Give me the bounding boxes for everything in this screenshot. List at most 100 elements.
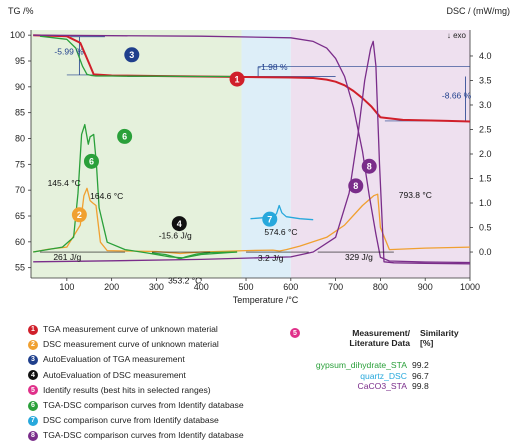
legend-item: 6 TGA-DSC comparison curves from Identify… <box>28 398 244 413</box>
region-band-1 <box>241 30 291 278</box>
y-left-tick-label: 65 <box>15 211 25 221</box>
thermal-analysis-chart: 100 200 300 400 500 600 700 800 900 1000 55 60 65 70 7… <box>8 6 511 305</box>
legend-label: DSC comparison curve from Identify datab… <box>43 415 219 426</box>
similarity-head-left: Measurement/ Literature Data <box>349 328 410 348</box>
annotation-label: 3.2 J/g <box>258 253 284 263</box>
y-right-tick-label: 2.5 <box>479 124 492 134</box>
similarity-value: 99.8 <box>412 381 429 391</box>
marker-badge-label: 8 <box>367 161 372 171</box>
marker-badge-label: 4 <box>177 219 182 229</box>
y-left-tick-label: 95 <box>15 56 25 66</box>
marker-badge-icon <box>117 128 133 144</box>
legend-item: 1 TGA measurement curve of unknown materi… <box>28 322 244 337</box>
x-axis-label: Temperature /°C <box>233 295 299 305</box>
y-right-tick-label: 0.5 <box>479 223 492 233</box>
legend-badge-icon: 3 <box>28 354 38 365</box>
legend-item: 5 Identify results (best hits in selected… <box>28 383 244 398</box>
x-tick-label: 800 <box>373 282 388 292</box>
y-right-tick-label: 2.0 <box>479 149 492 159</box>
annotation-label: 574.6 °C <box>264 227 297 237</box>
y-left-tick-label: 80 <box>15 134 25 144</box>
y-right-label: DSC / (mW/mg) <box>447 6 511 16</box>
legend-label: DSC measurement curve of unknown materia… <box>43 339 219 350</box>
x-tick-label: 900 <box>418 282 433 292</box>
legend-badge-icon: 2 <box>28 339 38 350</box>
y-right-tick-label: 4.0 <box>479 51 492 61</box>
legend-item: 8 TGA-DSC comparison curves from Identify… <box>28 428 244 443</box>
legend-badge-icon: 6 <box>28 400 38 411</box>
legend-label: TGA measurement curve of unknown materia… <box>43 324 218 335</box>
similarity-name: quartz_DSC <box>360 370 407 381</box>
y-right-tick-label: 3.0 <box>479 100 492 110</box>
y-left-tick-label: 70 <box>15 185 25 195</box>
series-TGA <box>33 34 471 123</box>
series-DSC-DB <box>33 123 238 259</box>
legend-label: TGA-DSC comparison curves from Identify … <box>43 430 244 441</box>
marker-badge-label: 3 <box>129 50 134 60</box>
legend-label: AutoEvaluation of DSC measurement <box>43 369 186 380</box>
series-CaCO3_TGA <box>33 34 471 264</box>
legend-label: TGA-DSC comparison curves from Identify … <box>43 400 244 411</box>
series-TGA-DB <box>39 35 238 78</box>
legend-badge-icon: 8 <box>28 430 38 441</box>
region-band-2 <box>290 30 470 278</box>
annotation-label: 164.6 °C <box>90 191 123 201</box>
y-left-tick-label: 75 <box>15 159 25 169</box>
y-left-tick-label: 55 <box>15 263 25 273</box>
marker-badge-icon <box>361 158 377 174</box>
marker-badge-icon <box>262 211 278 227</box>
annotation-label: 261 J/g <box>53 252 81 262</box>
marker-badge-icon <box>83 153 99 169</box>
marker-badge-label: 7 <box>267 214 272 224</box>
annotation-label: 329 J/g <box>345 252 373 262</box>
marker-badge-label: 2 <box>77 210 82 220</box>
x-tick-label: 300 <box>149 282 164 292</box>
y-right-tick-label: 1.5 <box>479 174 492 184</box>
similarity-value: 99.2 <box>412 360 429 370</box>
x-tick-label: 100 <box>59 282 74 292</box>
y-left-tick-label: 100 <box>10 30 25 40</box>
marker-badge-icon <box>71 207 87 223</box>
marker-badge-icon <box>124 47 140 63</box>
marker-badge-label: 1 <box>235 74 240 84</box>
marker-badge-label: 6 <box>89 157 94 167</box>
legend-badge-icon: 1 <box>28 324 38 335</box>
annotation-label: -8.66 % <box>442 91 472 101</box>
y-left-label: TG /% <box>8 6 34 16</box>
similarity-row: quartz_DSC 96.7 <box>290 371 480 382</box>
y-right-tick-label: 1.0 <box>479 198 492 208</box>
x-tick-label: 400 <box>194 282 209 292</box>
region-band-0 <box>31 30 242 278</box>
series-CaCO3_DSC <box>33 40 471 265</box>
y-left-tick-label: 60 <box>15 237 25 247</box>
chart-legend: 1 TGA measurement curve of unknown materi… <box>28 322 244 444</box>
legend-label: AutoEvaluation of TGA measurement <box>43 354 185 365</box>
annotation-label: -15.6 J/g <box>159 230 192 240</box>
similarity-row: gypsum_dihydrate_STA 99.2 <box>290 360 480 371</box>
legend-label: Identify results (best hits in selected … <box>43 384 211 395</box>
identify-badge-icon: 5 <box>290 328 300 338</box>
similarity-row: CaCO3_STA 99.8 <box>290 381 480 392</box>
annotation-label: -5.99 % <box>54 46 84 56</box>
similarity-name: CaCO3_STA <box>357 381 407 391</box>
legend-item: 7 DSC comparison curve from Identify data… <box>28 413 244 428</box>
y-left-tick-label: 90 <box>15 82 25 92</box>
marker-badge-icon <box>171 216 187 232</box>
annotation-label: -1.98 % <box>258 62 288 72</box>
legend-badge-icon: 5 <box>28 385 38 396</box>
exo-label: ↓ exo <box>447 31 467 40</box>
y-left-tick-label: 85 <box>15 108 25 118</box>
x-tick-label: 600 <box>283 282 298 292</box>
legend-badge-icon: 4 <box>28 370 38 381</box>
similarity-head-right: Similarity [%] <box>420 328 459 348</box>
y-right-tick-label: 3.5 <box>479 75 492 85</box>
y-right-tick-label: 0.0 <box>479 247 492 257</box>
annotation-label: 793.8 °C <box>399 190 432 200</box>
annotation-label: 353.2 °C <box>168 275 201 285</box>
x-tick-label: 200 <box>104 282 119 292</box>
legend-badge-icon: 7 <box>28 415 38 426</box>
legend-item: 3 AutoEvaluation of TGA measurement <box>28 352 244 367</box>
x-tick-label: 500 <box>239 282 254 292</box>
x-tick-label: 700 <box>328 282 343 292</box>
marker-badge-icon <box>229 71 245 87</box>
